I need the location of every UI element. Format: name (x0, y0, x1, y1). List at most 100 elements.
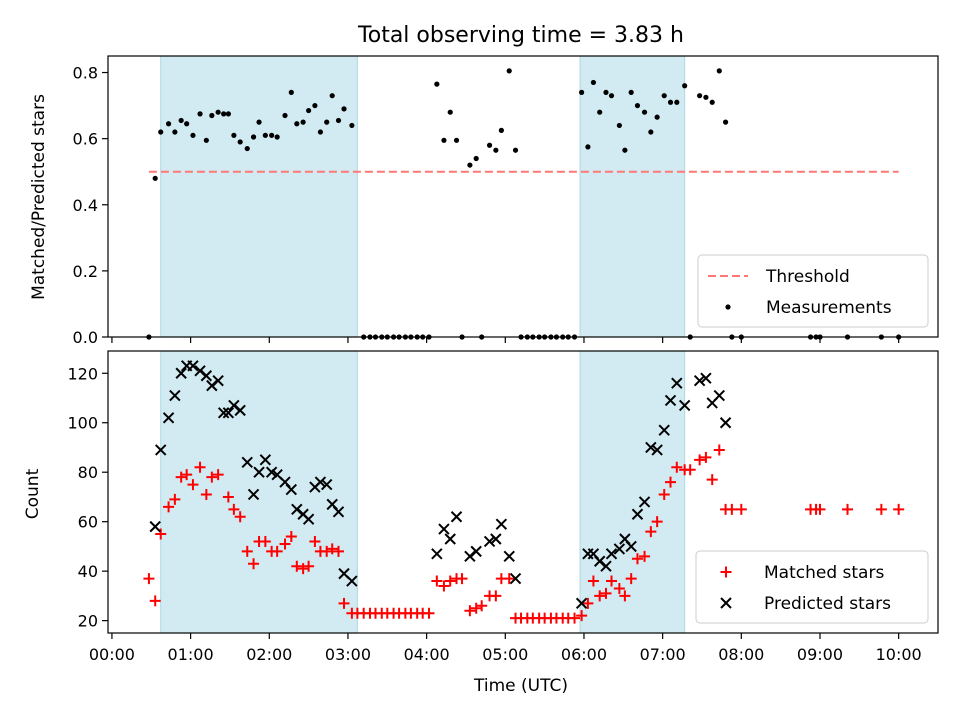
measurement-point (493, 147, 499, 153)
matched-star-point (893, 503, 905, 515)
measurement-point (682, 83, 688, 89)
measurement-point (269, 132, 275, 138)
measurement-point (209, 112, 215, 119)
measurement-point (178, 117, 184, 124)
predicted-star-point (162, 412, 175, 424)
predicted-star-point (693, 374, 706, 387)
predicted-star-point (470, 545, 482, 558)
predicted-star-point (285, 483, 298, 496)
measurement-point (634, 102, 641, 109)
measurement-point (215, 109, 221, 115)
predicted-star-point (155, 444, 167, 456)
predicted-star-point (253, 466, 265, 478)
predicted-star-point (509, 572, 522, 585)
matched-star-point (297, 563, 309, 575)
measurement-point (203, 137, 209, 143)
measurement-point (262, 132, 268, 138)
predicted-star-point (444, 533, 456, 545)
matched-star-point (613, 582, 625, 594)
predicted-star-point (149, 520, 161, 533)
matched-star-point (470, 602, 482, 614)
measurement-point (709, 99, 715, 105)
matched-star-point (333, 545, 345, 557)
matched-star-point (222, 491, 234, 503)
matched-star-point (582, 597, 594, 609)
predicted-star-point (631, 508, 644, 520)
predicted-star-point (314, 476, 327, 488)
matched-star-point (594, 590, 606, 602)
x-tick-label: 04:00 (404, 645, 450, 664)
predicted-star-point (658, 424, 670, 436)
matched-star-point (194, 461, 206, 473)
matched-star-point (200, 488, 212, 500)
matched-star-point (338, 597, 350, 609)
bottom-y-tick-label: 40 (78, 562, 98, 581)
bottom-y-tick-label: 120 (67, 364, 98, 383)
measurement-point (349, 122, 355, 129)
matched-star-point (259, 535, 271, 547)
measurement-point (648, 129, 654, 135)
matched-star-point (234, 511, 246, 523)
measurement-point (697, 93, 703, 99)
matched-star-point (163, 501, 175, 513)
predicted-star-point (678, 399, 691, 412)
predicted-star-point (575, 597, 588, 610)
matched-star-point (706, 474, 718, 486)
predicted-star-point (200, 370, 213, 382)
x-tick-label: 08:00 (718, 645, 764, 664)
measurement-point (441, 137, 447, 143)
measurement-point (231, 132, 237, 138)
predicted-star-point (664, 394, 677, 407)
predicted-star-point (234, 404, 246, 417)
predicted-star-point (613, 543, 626, 555)
top-y-axis-label: Matched/Predicted stars (29, 94, 49, 300)
measurement-point (603, 89, 609, 95)
legend-box (695, 550, 929, 624)
measurement-point (590, 79, 597, 86)
measurement-point (661, 93, 667, 99)
predicted-star-point (321, 478, 333, 491)
predicted-star-point (431, 548, 443, 560)
matched-star-point (309, 535, 321, 547)
measurement-point (473, 155, 479, 162)
matched-star-point (619, 590, 631, 602)
matched-star-point (476, 600, 488, 612)
measurement-point (306, 107, 312, 114)
top-y-tick-label: 0.2 (73, 262, 98, 281)
matched-star-point (212, 469, 224, 481)
x-axis-label: Time (UTC) (473, 676, 568, 696)
x-tick-label: 10:00 (876, 645, 922, 664)
matched-star-point (814, 503, 826, 515)
matched-star-point (665, 476, 677, 488)
bottom-y-tick-label: 100 (67, 414, 98, 433)
predicted-star-point (645, 441, 657, 454)
bottom-legend: Matched stars Predicted stars (695, 550, 929, 624)
matched-star-point (606, 575, 618, 587)
matched-star-point (149, 595, 161, 607)
top-y-tick-label: 0.4 (73, 196, 98, 215)
top-y-tick-label: 0.6 (73, 130, 98, 149)
predicted-star-point (713, 389, 725, 402)
measurement-point (498, 127, 504, 133)
bottom-observing-window-1 (160, 350, 358, 634)
matched-star-point (875, 503, 887, 515)
measurement-point (221, 111, 227, 117)
measurement-point (294, 121, 300, 127)
bottom-axes-frame (107, 350, 939, 634)
legend-box (697, 254, 929, 328)
predicted-star-point (217, 407, 230, 419)
x-tick-label: 02:00 (246, 645, 292, 664)
predicted-star-point (495, 518, 508, 530)
matched-star-point (658, 488, 670, 500)
matched-star-point (645, 526, 657, 538)
measurement-point (158, 129, 164, 135)
measurement-point (237, 139, 243, 145)
matched-star-point (241, 545, 253, 557)
top-y-tick-label: 0.8 (73, 64, 98, 83)
matched-star-point (438, 580, 450, 592)
measurement-point (585, 144, 591, 150)
top-observing-window-1 (160, 55, 358, 338)
x-tick-label: 07:00 (640, 645, 686, 664)
measurement-point (329, 93, 335, 99)
top-y-tick-label: 0.0 (73, 328, 98, 347)
